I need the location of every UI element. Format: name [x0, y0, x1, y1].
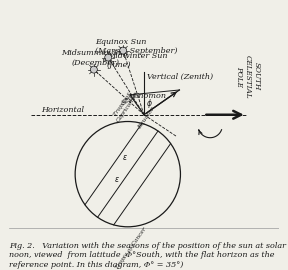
Text: $\epsilon$: $\epsilon$	[122, 153, 128, 163]
Text: Gnomon: Gnomon	[133, 92, 167, 100]
Text: Tropic of
Capricorn: Tropic of Capricorn	[111, 92, 137, 123]
Text: Fig. 2.   Variation with the seasons of the position of the sun at solar
noon, v: Fig. 2. Variation with the seasons of th…	[9, 242, 286, 269]
Text: Equinox Sun
(March, September): Equinox Sun (March, September)	[95, 38, 177, 55]
Text: Midwinter Sun
(June): Midwinter Sun (June)	[107, 52, 167, 69]
Text: Horizontal: Horizontal	[41, 106, 84, 114]
Text: Style: Style	[120, 89, 140, 107]
Text: $\epsilon$: $\epsilon$	[114, 175, 120, 184]
Circle shape	[105, 54, 112, 61]
Text: Tropic of Cancer: Tropic of Cancer	[115, 226, 148, 270]
Text: Midsummer Sun
(December): Midsummer Sun (December)	[62, 49, 129, 66]
Text: Vertical (Zenith): Vertical (Zenith)	[147, 73, 213, 81]
Circle shape	[120, 47, 127, 54]
Circle shape	[90, 66, 97, 73]
Text: Equator: Equator	[137, 106, 155, 130]
Text: SOUTH
CELESTIAL
POLE: SOUTH CELESTIAL POLE	[235, 55, 261, 99]
Text: $\phi$: $\phi$	[146, 97, 153, 110]
